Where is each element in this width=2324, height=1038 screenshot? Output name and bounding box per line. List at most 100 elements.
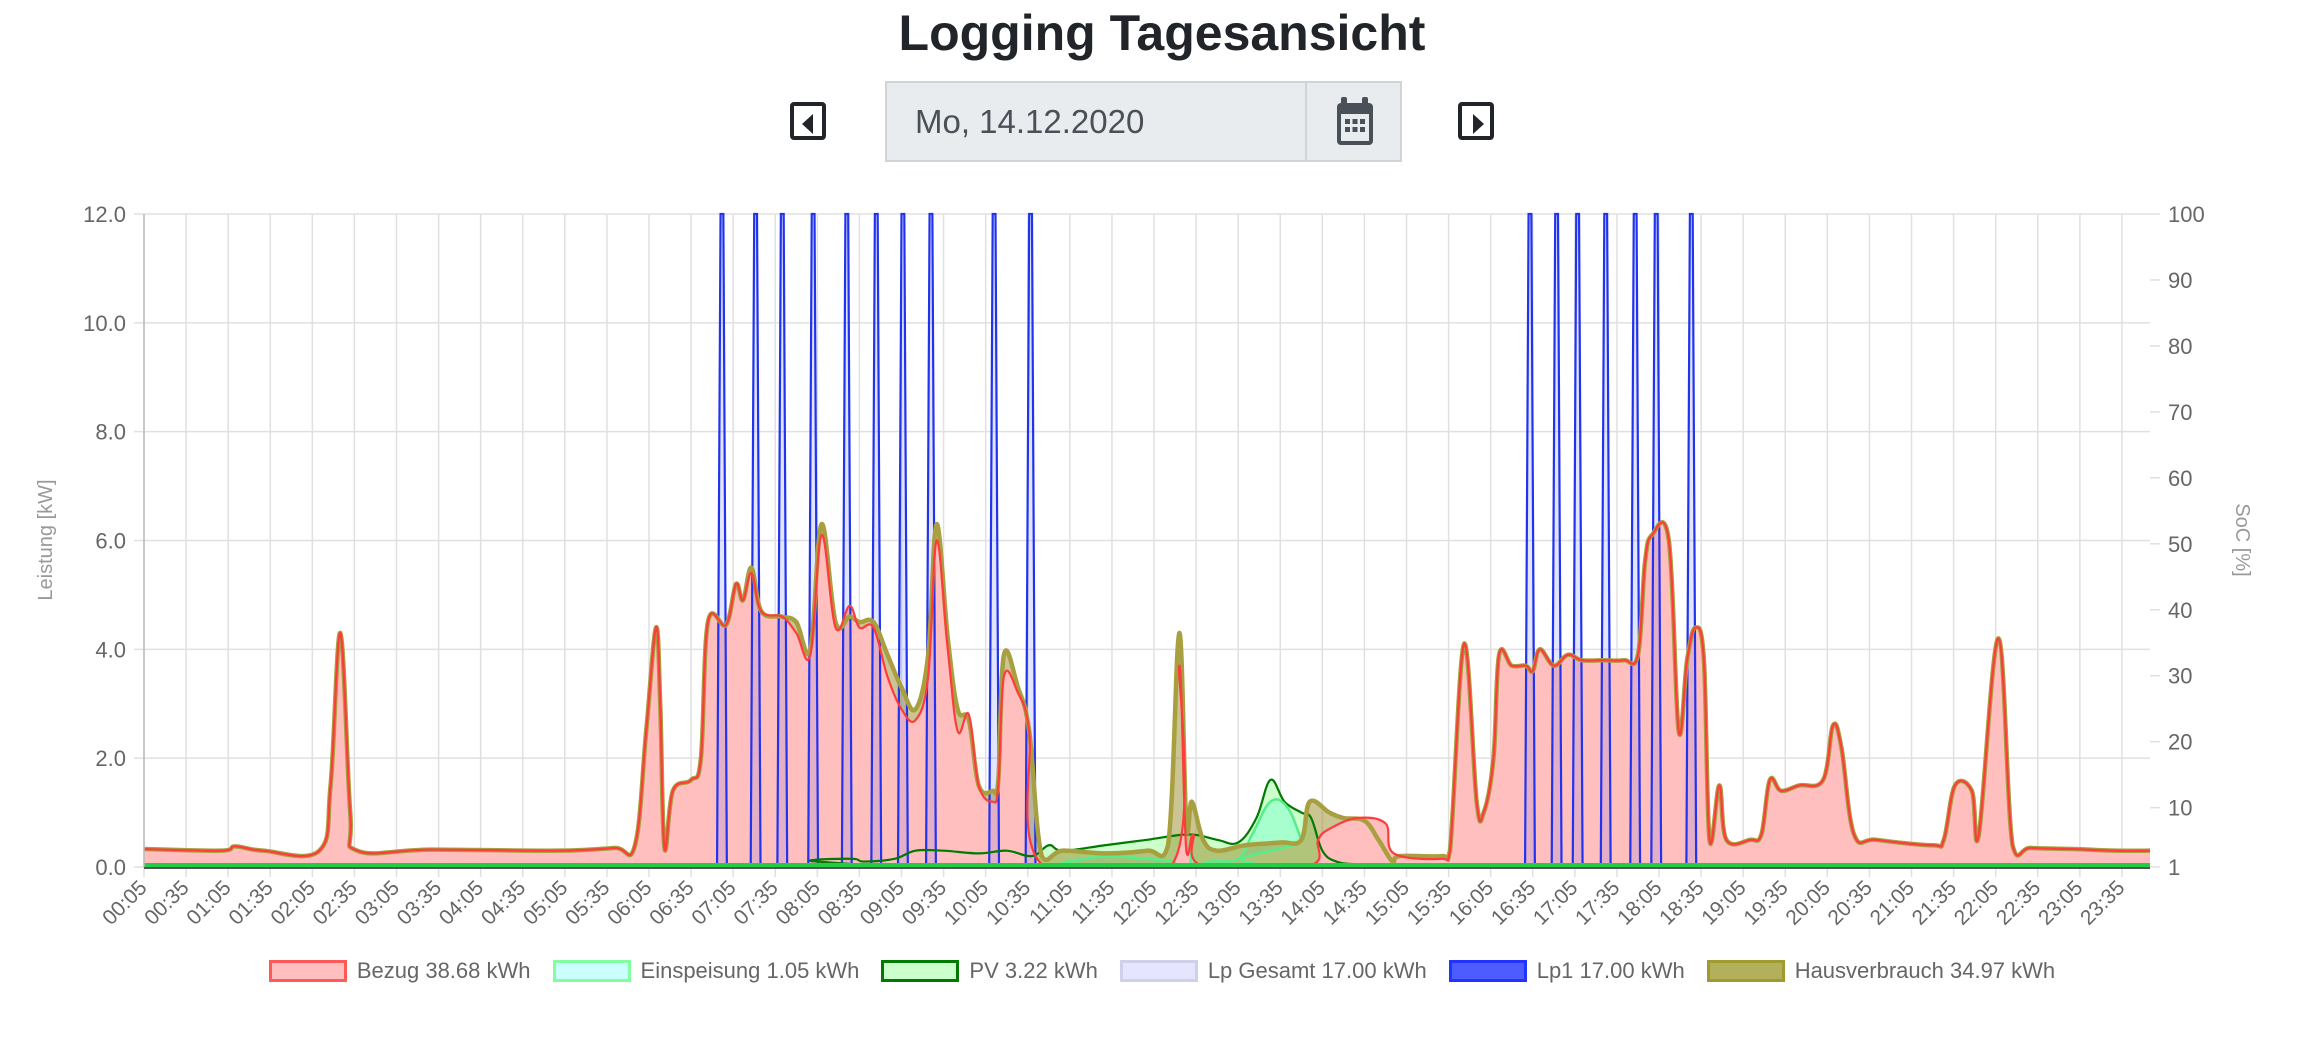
x-tick-label: 01:05	[182, 876, 235, 929]
x-tick-label: 02:35	[309, 876, 362, 929]
x-tick-label: 13:35	[1234, 876, 1287, 929]
legend-swatch	[881, 960, 960, 982]
y2-tick-label: 80	[2168, 334, 2192, 359]
x-tick-label: 16:35	[1487, 876, 1540, 929]
x-tick-label: 10:05	[940, 876, 993, 929]
y2-tick-label: 70	[2168, 400, 2192, 425]
y-tick-label: 0.0	[95, 855, 126, 880]
legend-item[interactable]: Lp Gesamt 17.00 kWh	[1119, 958, 1427, 984]
y2-tick-label: 10	[2168, 796, 2192, 821]
lp1-pulse	[715, 212, 728, 869]
x-tick-label: 23:05	[2034, 876, 2087, 929]
x-tick-label: 16:05	[1445, 876, 1498, 929]
y2-tick-label: 1	[2168, 855, 2180, 880]
y2-tick-label: 50	[2168, 532, 2192, 557]
lp1-pulse	[749, 212, 762, 869]
date-picker	[885, 81, 1402, 162]
caret-left-square-icon	[802, 114, 813, 134]
lp1-pulse	[1629, 212, 1642, 869]
previous-day-button[interactable]	[790, 102, 826, 140]
x-tick-label: 19:05	[1697, 876, 1750, 929]
y2-tick-label: 90	[2168, 268, 2192, 293]
y-tick-label: 2.0	[95, 746, 126, 771]
calendar-icon	[1337, 97, 1373, 145]
y2-axis-title: SoC [%]	[2231, 503, 2253, 576]
lp1-pulse	[776, 212, 789, 869]
x-tick-label: 17:35	[1571, 876, 1624, 929]
x-tick-label: 11:35	[1067, 876, 1119, 928]
x-tick-label: 17:05	[1529, 876, 1582, 929]
x-tick-label: 04:35	[477, 876, 530, 929]
x-tick-label: 08:05	[771, 876, 824, 929]
legend-item[interactable]: Hausverbrauch 34.97 kWh	[1706, 958, 2056, 984]
legend-item[interactable]: Lp1 17.00 kWh	[1448, 958, 1685, 984]
x-tick-label: 15:05	[1361, 876, 1414, 929]
x-tick-label: 02:05	[266, 876, 319, 929]
lp1-pulse	[840, 212, 853, 869]
legend-swatch	[552, 960, 631, 982]
x-tick-label: 14:35	[1319, 876, 1372, 929]
x-tick-label: 01:35	[224, 876, 277, 929]
legend-label: Bezug 38.68 kWh	[356, 958, 531, 983]
x-tick-label: 15:35	[1403, 876, 1456, 929]
x-tick-label: 22:05	[1950, 876, 2003, 929]
lp1-pulse	[1685, 212, 1698, 869]
x-tick-label: 07:35	[729, 876, 782, 929]
x-tick-label: 20:05	[1781, 876, 1834, 929]
x-tick-label: 23:35	[2076, 876, 2129, 929]
x-tick-label: 05:05	[519, 876, 572, 929]
x-tick-label: 00:35	[140, 876, 193, 929]
legend-swatch	[268, 960, 347, 982]
x-tick-label: 12:35	[1150, 876, 1203, 929]
legend-label: Lp1 17.00 kWh	[1536, 958, 1685, 983]
x-tick-label: 22:35	[1992, 876, 2045, 929]
x-tick-label: 19:35	[1739, 876, 1792, 929]
legend-label: PV 3.22 kWh	[969, 958, 1098, 983]
y-axis-title: Leistung [kW]	[35, 479, 57, 600]
x-tick-label: 05:35	[561, 876, 614, 929]
x-tick-label: 13:05	[1192, 876, 1245, 929]
x-tick-label: 18:05	[1613, 876, 1666, 929]
legend-label: Lp Gesamt 17.00 kWh	[1207, 958, 1427, 983]
x-tick-label: 20:35	[1824, 876, 1877, 929]
x-tick-label: 06:35	[645, 876, 698, 929]
x-tick-label: 00:05	[98, 876, 151, 929]
calendar-button[interactable]	[1305, 83, 1402, 160]
x-tick-label: 14:05	[1276, 876, 1329, 929]
y2-tick-label: 60	[2168, 466, 2192, 491]
x-tick-label: 11:05	[1025, 876, 1077, 928]
legend-swatch	[1448, 960, 1527, 982]
page-title: Logging Tagesansicht	[898, 5, 1426, 61]
y-tick-label: 12.0	[83, 202, 126, 227]
x-tick-label: 07:05	[687, 876, 740, 929]
x-tick-label: 03:05	[351, 876, 404, 929]
chart-legend: Bezug 38.68 kWh Einspeisung 1.05 kWh PV 3.…	[0, 958, 2324, 984]
power-chart: 00:0500:3501:0501:3502:0502:3503:0503:35…	[35, 202, 2253, 930]
x-tick-label: 06:05	[603, 876, 656, 929]
legend-label: Hausverbrauch 34.97 kWh	[1794, 958, 2056, 983]
x-tick-label: 04:05	[435, 876, 488, 929]
y2-tick-label: 100	[2168, 202, 2205, 227]
y-tick-label: 10.0	[83, 311, 126, 336]
y-tick-label: 6.0	[95, 529, 126, 554]
lp1-pulse	[870, 212, 883, 869]
legend-item[interactable]: Einspeisung 1.05 kWh	[552, 958, 859, 984]
legend-item[interactable]: Bezug 38.68 kWh	[268, 958, 531, 984]
bezug-area	[144, 522, 2150, 867]
x-tick-label: 09:05	[856, 876, 909, 929]
legend-swatch	[1119, 960, 1198, 982]
y-tick-label: 4.0	[95, 637, 126, 662]
y-tick-label: 8.0	[95, 420, 126, 445]
lp1-pulse	[1599, 212, 1612, 869]
x-tick-label: 21:35	[1908, 876, 1961, 929]
bezug-line	[143, 521, 2151, 868]
next-day-button[interactable]	[1458, 102, 1494, 140]
x-tick-label: 18:35	[1655, 876, 1708, 929]
date-input[interactable]	[887, 83, 1305, 160]
y2-tick-label: 40	[2168, 598, 2192, 623]
x-tick-label: 09:35	[898, 876, 951, 929]
x-tick-label: 10:35	[982, 876, 1035, 929]
legend-item[interactable]: PV 3.22 kWh	[881, 958, 1098, 984]
x-tick-label: 21:05	[1866, 876, 1919, 929]
lp1-pulse	[896, 212, 909, 869]
